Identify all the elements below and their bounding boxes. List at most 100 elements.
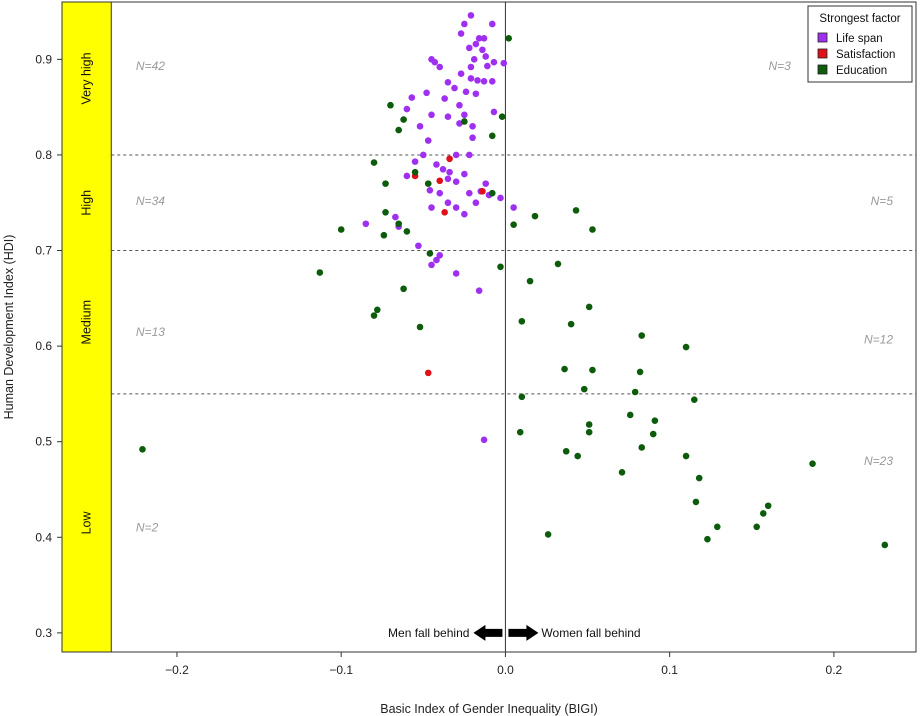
data-point-life-span bbox=[452, 270, 460, 277]
hdi-band-label: Medium bbox=[80, 300, 94, 344]
data-point-satisfaction bbox=[446, 155, 453, 163]
data-point-life-span bbox=[444, 113, 452, 121]
region-count-label: N=2 bbox=[136, 521, 159, 535]
data-point-education bbox=[380, 231, 388, 239]
data-point-life-span bbox=[436, 63, 444, 71]
region-count-label: N=12 bbox=[864, 332, 893, 346]
hdi-band-label: Very high bbox=[80, 52, 94, 104]
data-point-education bbox=[580, 385, 588, 393]
data-point-life-span bbox=[428, 111, 435, 119]
data-point-life-span bbox=[467, 12, 475, 19]
data-point-life-span bbox=[480, 78, 488, 85]
data-point-life-span bbox=[415, 242, 422, 250]
data-point-life-span bbox=[446, 168, 453, 176]
data-point-life-span bbox=[467, 63, 475, 71]
data-point-education bbox=[337, 226, 345, 233]
data-point-education bbox=[488, 132, 496, 140]
data-point-education bbox=[316, 269, 324, 276]
data-point-education bbox=[682, 343, 690, 351]
data-point-life-span bbox=[436, 189, 444, 197]
data-point-education bbox=[589, 226, 596, 233]
data-point-education bbox=[713, 523, 721, 531]
legend-label: Life span bbox=[836, 33, 883, 45]
data-point-life-span bbox=[484, 62, 491, 70]
data-point-education bbox=[692, 498, 700, 506]
data-point-life-span bbox=[452, 204, 460, 211]
women-fall-behind-label: Women fall behind bbox=[541, 626, 640, 640]
data-point-life-span bbox=[472, 199, 480, 207]
data-point-life-span bbox=[482, 53, 490, 60]
data-point-education bbox=[690, 396, 698, 403]
data-point-life-span bbox=[469, 122, 476, 130]
data-point-life-span bbox=[403, 172, 411, 180]
data-point-education bbox=[631, 388, 639, 396]
data-point-education bbox=[400, 116, 407, 123]
data-point-life-span bbox=[482, 180, 490, 187]
data-point-education bbox=[764, 502, 772, 510]
data-point-education bbox=[411, 168, 419, 176]
data-points bbox=[139, 12, 889, 549]
hdi-band-label: Low bbox=[80, 511, 94, 535]
men-fall-behind-label: Men fall behind bbox=[388, 626, 469, 640]
data-point-education bbox=[424, 180, 432, 187]
data-point-education bbox=[518, 317, 526, 325]
data-point-education bbox=[370, 312, 378, 319]
data-point-education bbox=[498, 113, 506, 121]
data-point-education bbox=[651, 417, 659, 424]
x-tick-label: 0.1 bbox=[661, 663, 678, 677]
x-tick-label: 0.2 bbox=[826, 663, 843, 677]
data-point-education bbox=[585, 421, 593, 428]
data-point-education bbox=[695, 474, 703, 482]
data-point-life-span bbox=[472, 90, 480, 98]
data-point-life-span bbox=[392, 213, 399, 221]
data-point-life-span bbox=[461, 210, 468, 218]
data-point-education bbox=[526, 277, 534, 285]
data-point-education bbox=[574, 452, 581, 460]
x-axis-ticks: −0.2 −0.1 0.0 0.1 0.2 bbox=[165, 652, 843, 677]
data-point-life-span bbox=[475, 35, 483, 42]
y-tick-label: 0.3 bbox=[35, 626, 52, 640]
legend-title: Strongest factor bbox=[819, 13, 900, 25]
data-point-life-span bbox=[424, 137, 432, 144]
plot-frame bbox=[61, 1, 917, 653]
data-point-life-span bbox=[433, 256, 440, 264]
data-point-life-span bbox=[510, 204, 517, 211]
data-point-education bbox=[881, 541, 889, 549]
data-point-education bbox=[585, 303, 593, 311]
data-point-education bbox=[497, 263, 504, 271]
data-point-life-span bbox=[362, 220, 370, 228]
data-point-life-span bbox=[420, 151, 427, 159]
data-point-education bbox=[510, 221, 517, 229]
data-point-education bbox=[370, 159, 378, 166]
data-point-life-span bbox=[439, 165, 447, 173]
data-point-education bbox=[395, 126, 402, 134]
data-point-education bbox=[626, 411, 634, 419]
x-axis-title: Basic Index of Gender Inequality (BIGI) bbox=[380, 702, 597, 716]
data-point-life-span bbox=[452, 151, 460, 159]
region-count-labels: N=42 N=34 N=13 N=2 N=3 N=5 N=12 N=23 bbox=[136, 59, 893, 535]
hdi-band-label: High bbox=[80, 190, 94, 216]
x-tick-label: 0.0 bbox=[497, 663, 514, 677]
data-point-education bbox=[387, 101, 394, 109]
y-tick-label: 0.8 bbox=[35, 148, 52, 162]
region-count-label: N=3 bbox=[769, 59, 792, 73]
region-count-label: N=34 bbox=[136, 194, 165, 208]
data-point-life-span bbox=[408, 94, 416, 101]
data-point-life-span bbox=[431, 58, 439, 66]
data-point-life-span bbox=[475, 287, 483, 294]
data-point-education bbox=[400, 285, 407, 293]
data-point-life-span bbox=[444, 78, 452, 86]
x-tick-label: −0.2 bbox=[165, 663, 189, 677]
y-axis-ticks: 0.3 0.4 0.5 0.6 0.7 0.8 0.9 bbox=[35, 52, 62, 640]
data-point-life-span bbox=[465, 189, 473, 197]
data-point-education bbox=[516, 428, 524, 436]
data-point-life-span bbox=[457, 70, 465, 77]
data-point-satisfaction bbox=[436, 177, 444, 185]
data-point-education bbox=[636, 368, 644, 376]
data-point-education bbox=[139, 446, 146, 453]
direction-annotations: Men fall behind Women fall behind bbox=[388, 624, 641, 641]
data-point-education bbox=[374, 306, 381, 314]
region-count-label: N=5 bbox=[871, 194, 894, 208]
data-point-education bbox=[809, 460, 816, 467]
y-tick-label: 0.6 bbox=[35, 339, 52, 353]
